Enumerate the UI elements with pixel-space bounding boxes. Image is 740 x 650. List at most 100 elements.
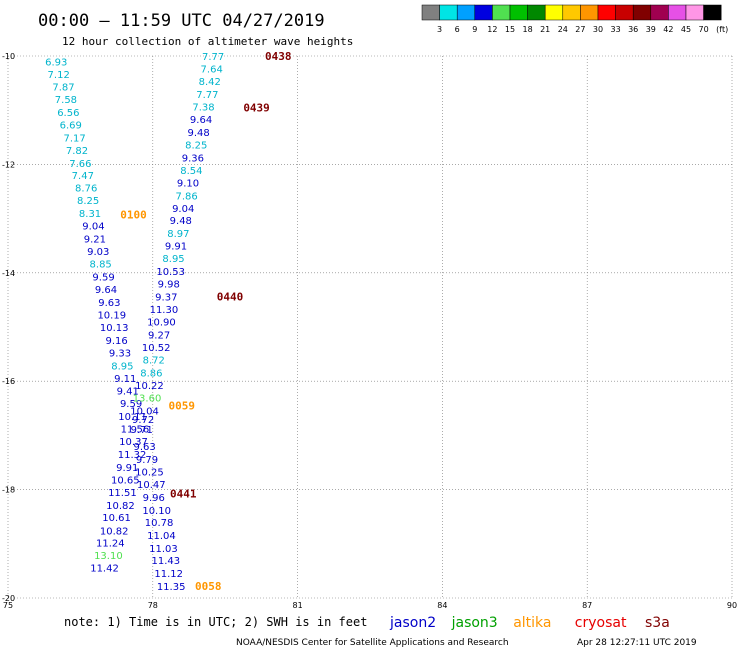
wave-height-value: 10.53: [156, 267, 185, 278]
wave-height-value: 6.93: [45, 57, 67, 68]
color-scale-legend: 3 6 9 12 15 18 21 24 27 30 33 36 39 42 45 70 (ft): [421, 4, 728, 34]
y-tick-label: -18: [2, 486, 15, 495]
wave-height-value: 10.82: [106, 501, 135, 512]
wave-height-value: 10.37: [119, 437, 148, 448]
wave-height-value: 9.03: [87, 247, 109, 258]
wave-height-value: 9.04: [82, 222, 104, 233]
wave-height-value: 7.47: [72, 171, 94, 182]
y-tick-label: -12: [2, 160, 15, 169]
wave-height-value: 9.98: [158, 280, 180, 291]
wave-height-value: 10.52: [142, 343, 171, 354]
scale-label: 39: [646, 25, 656, 34]
x-tick-label: 87: [582, 601, 592, 610]
wave-height-value: 9.59: [120, 399, 142, 410]
wave-height-value: 8.25: [185, 140, 207, 151]
satellite-name: jason2: [389, 615, 436, 631]
generated-timestamp: Apr 28 12:27:11 UTC 2019: [577, 638, 697, 648]
satellite-name: altika: [513, 615, 551, 631]
wave-height-value: 9.91: [165, 242, 187, 253]
wave-height-value: 10.61: [102, 513, 131, 524]
pass-time-label: 0438: [265, 50, 292, 63]
wave-height-value: 9.27: [148, 331, 170, 342]
wave-height-value: 7.66: [69, 159, 91, 170]
plot-grid: [7, 55, 733, 599]
pass-time-label: 0100: [120, 208, 147, 221]
y-tick-label: -10: [2, 52, 15, 61]
wave-height-value: 9.33: [109, 348, 131, 359]
wave-height-value: 7.77: [196, 90, 218, 101]
scale-label: 27: [575, 25, 585, 34]
wave-height-value: 10.65: [111, 475, 140, 486]
scale-swatch: [632, 4, 652, 21]
wave-height-value: 7.12: [48, 70, 70, 81]
scale-label: 21: [540, 25, 550, 34]
x-tick-label: 90: [727, 601, 737, 610]
y-tick-label: -16: [2, 377, 15, 386]
scale-swatch: [527, 4, 546, 21]
scale-swatch: [421, 4, 440, 21]
wave-height-value: 10.19: [97, 311, 126, 322]
wave-height-value: 9.36: [182, 153, 204, 164]
wave-height-value: 10.25: [135, 468, 164, 479]
scale-swatch: [597, 4, 616, 21]
wave-height-value: 8.54: [180, 166, 202, 177]
wave-height-value: 11.03: [149, 544, 178, 555]
scale-swatch: [685, 4, 704, 21]
wave-height-value: 10.47: [137, 480, 166, 491]
wave-height-value: 9.11: [114, 374, 136, 385]
scale-label: 15: [505, 25, 515, 34]
wave-height-value: 11.56: [121, 424, 150, 435]
wave-height-value: 11.43: [152, 556, 181, 567]
scale-swatch: [544, 4, 564, 21]
wave-height-value: 9.63: [133, 442, 155, 453]
wave-height-value: 9.48: [188, 128, 210, 139]
wave-height-value: 9.91: [116, 463, 138, 474]
wave-height-value: 8.95: [111, 361, 133, 372]
pass-time-label: 0059: [169, 400, 196, 413]
wave-height-value: 9.63: [98, 298, 120, 309]
scale-swatch: [492, 4, 511, 21]
scale-swatch: [615, 4, 634, 21]
scale-swatch: [474, 4, 493, 21]
wave-height-value: 9.64: [190, 115, 212, 126]
wave-height-value: 9.79: [136, 455, 158, 466]
wave-height-value: 13.60: [133, 393, 162, 404]
wave-height-value: 6.56: [57, 108, 79, 119]
units-note: note: 1) Time is in UTC; 2) SWH is in fe…: [64, 615, 367, 629]
scale-label: 18: [523, 25, 533, 34]
x-tick-label: 75: [3, 601, 13, 610]
wave-height-value: 11.35: [157, 582, 186, 593]
wave-height-value: 9.21: [84, 235, 106, 246]
scale-label: 12: [487, 25, 497, 34]
scale-label: 30: [593, 25, 603, 34]
x-tick-label: 81: [293, 601, 303, 610]
scale-label: 9: [472, 25, 477, 34]
pass-time-label: 0440: [217, 291, 244, 304]
wave-height-value: 11.30: [150, 305, 179, 316]
wave-height-value: 7.77: [202, 52, 224, 63]
scale-swatch: [456, 4, 476, 21]
wave-height-value: 11.04: [147, 531, 176, 542]
wave-height-value: 8.72: [143, 356, 165, 367]
wave-height-value: 9.41: [117, 386, 139, 397]
y-tick-label: -20: [2, 594, 15, 603]
scale-swatch: [580, 4, 599, 21]
wave-height-value: 7.64: [201, 64, 223, 75]
pass-time-labels: 0438 0439 0100 0440 0059 0441 0058: [120, 50, 291, 593]
satellite-name: jason3: [451, 615, 498, 631]
wave-height-value: 7.58: [55, 95, 77, 106]
wave-height-value: 10.13: [100, 323, 129, 334]
scale-unit: (ft): [716, 25, 728, 34]
wave-height-value: 9.48: [170, 216, 192, 227]
chart-subtitle: 12 hour collection of altimeter wave hei…: [62, 35, 353, 48]
scale-label: 33: [611, 25, 621, 34]
wave-height-value: 9.04: [172, 204, 194, 215]
wave-height-value: 6.69: [60, 120, 82, 131]
pass-time-label: 0058: [195, 580, 222, 593]
wave-height-value: 7.82: [66, 146, 88, 157]
wave-height-value: 10.78: [145, 518, 174, 529]
wave-height-value: 9.16: [105, 336, 127, 347]
wave-height-value: 11.32: [118, 450, 147, 461]
axis-ticks: 75 78 81 84 87 90 -10 -12 -14 -16 -18 -20: [2, 52, 737, 610]
